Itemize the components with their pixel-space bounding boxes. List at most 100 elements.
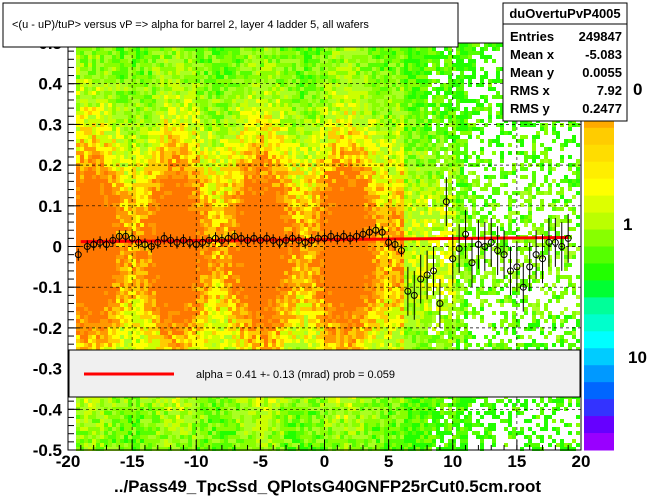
heat-cell [116,411,120,415]
heat-cell [168,347,172,351]
heat-cell [84,83,88,87]
heat-cell [100,323,104,327]
heat-cell [76,187,80,191]
heat-cell [112,331,116,335]
heat-cell [76,87,80,91]
heat-cell [220,155,224,159]
heat-cell [228,115,232,119]
heat-cell [156,219,160,223]
heat-cell [188,175,192,179]
heat-cell [188,63,192,67]
heat-cell [264,311,268,315]
heat-cell [152,211,156,215]
heat-cell [192,235,196,239]
heat-cell [212,295,216,299]
heat-cell [236,143,240,147]
heat-cell [228,95,232,99]
heat-cell [124,347,128,351]
heat-cell [236,91,240,95]
heat-cell [212,227,216,231]
heat-cell [212,311,216,315]
heat-cell [232,183,236,187]
heat-cell [204,183,208,187]
heat-cell [132,55,136,59]
heat-cell [192,411,196,415]
heat-cell [164,343,168,347]
heat-cell [168,127,172,131]
heat-cell [148,307,152,311]
heat-cell [136,415,140,419]
heat-cell [188,143,192,147]
heat-cell [184,263,188,267]
heat-cell [176,131,180,135]
heat-cell [208,55,212,59]
heat-cell [172,259,176,263]
heat-cell [232,291,236,295]
heat-cell [140,139,144,143]
heat-cell [188,215,192,219]
heat-cell [84,251,88,255]
heat-cell [252,135,256,139]
heat-cell [136,87,140,91]
heat-cell [136,411,140,415]
heat-cell [112,283,116,287]
heat-cell [136,51,140,55]
heat-cell [220,279,224,283]
heat-cell [124,339,128,343]
heat-cell [108,347,112,351]
heat-cell [156,123,160,127]
heat-cell [172,427,176,431]
heat-cell [220,407,224,411]
heat-cell [144,435,148,439]
heat-cell [156,419,160,423]
heat-cell [248,307,252,311]
heat-cell [76,63,80,67]
heat-cell [160,323,164,327]
heat-cell [96,419,100,423]
heat-cell [228,151,232,155]
heat-cell [212,331,216,335]
heat-cell [96,63,100,67]
heat-cell [232,71,236,75]
heat-cell [216,119,220,123]
heat-cell [236,255,240,259]
heat-cell [152,191,156,195]
heat-cell [124,55,128,59]
heat-cell [204,439,208,443]
heat-cell [264,87,268,91]
heat-cell [232,139,236,143]
heat-cell [148,79,152,83]
heat-cell [164,299,168,303]
heat-cell [264,315,268,319]
heat-cell [208,259,212,263]
heat-cell [252,119,256,123]
heat-cell [160,447,164,451]
heat-cell [192,71,196,75]
heat-cell [212,287,216,291]
heat-cell [116,67,120,71]
heat-cell [128,179,132,183]
heat-cell [208,299,212,303]
heat-cell [232,323,236,327]
heat-cell [196,139,200,143]
heat-cell [104,51,108,55]
heat-cell [92,275,96,279]
heat-cell [84,71,88,75]
heat-cell [264,251,268,255]
heat-cell [92,51,96,55]
heat-cell [268,211,272,215]
heat-cell [236,223,240,227]
heat-cell [248,447,252,451]
heat-cell [208,223,212,227]
heat-cell [160,259,164,263]
heat-cell [88,83,92,87]
heat-cell [148,83,152,87]
heat-cell [100,191,104,195]
heat-cell [100,307,104,311]
heat-cell [196,87,200,91]
heat-cell [156,63,160,67]
heat-cell [240,59,244,63]
heat-cell [144,283,148,287]
heat-cell [88,191,92,195]
heat-cell [116,271,120,275]
